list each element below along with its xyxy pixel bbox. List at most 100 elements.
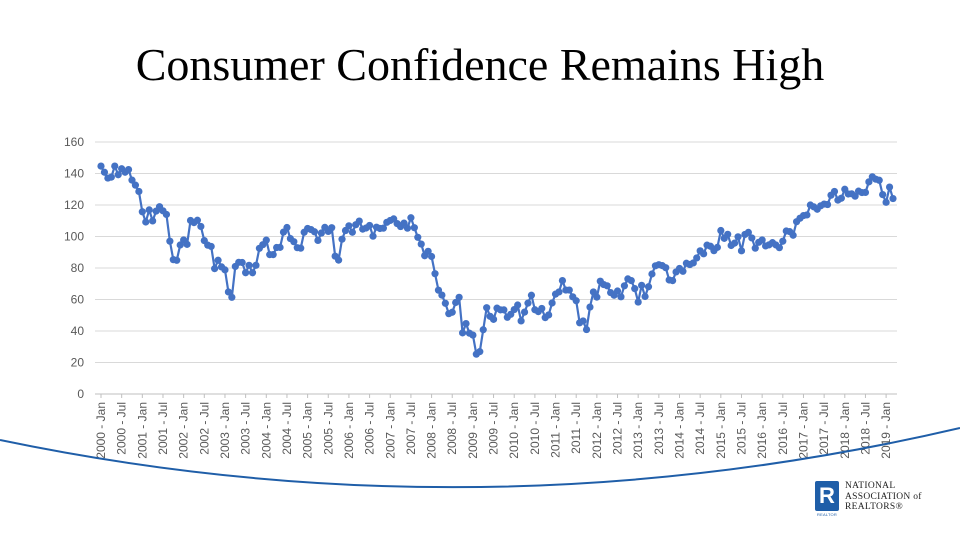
y-tick-labels: 0 20 40 60 80 100 120 140 160 [64,135,84,401]
x-tick-label: 2000 - Jul [115,402,129,455]
data-point [441,299,449,307]
data-point [882,198,890,206]
x-tick-label: 2008 - Jul [445,402,459,455]
data-point [731,239,739,247]
data-point [138,208,146,216]
data-point [335,256,343,264]
x-tick-label: 2007 - Jan [383,402,397,459]
data-point [211,265,219,273]
logo-wordmark: NATIONAL ASSOCIATION of REALTORS® [845,481,935,513]
data-point [644,283,653,291]
logo-line-1: NATIONAL [845,481,896,491]
nar-logo: R REALTOR NATIONAL ASSOCIATION of REALTO… [815,481,935,521]
data-point [410,224,418,232]
data-point [634,298,642,306]
x-tick-label: 2009 - Jan [466,402,480,459]
data-point [414,233,422,241]
data-point [166,237,174,245]
data-point [758,236,766,244]
x-tick-label: 2010 - Jan [507,402,521,459]
data-point [107,173,115,181]
y-tick-label: 140 [64,167,84,181]
data-point [245,261,253,269]
data-point [779,237,787,245]
data-point [427,252,436,261]
data-point [589,288,598,296]
data-point [889,194,897,203]
data-point [751,244,759,252]
data-point [424,247,432,255]
data-point [124,165,133,174]
data-point [483,304,491,312]
x-tick-label: 2019 - Jan [879,402,893,459]
data-point [142,218,150,226]
data-point [717,226,725,235]
data-point [669,277,677,285]
data-point [283,223,291,232]
data-point [865,178,873,186]
data-point [173,256,181,264]
x-tick-label: 2004 - Jul [280,402,294,455]
data-point [238,258,246,267]
data-point [627,277,635,285]
data-point [603,282,611,290]
x-tick-labels: 2000 - Jan 2000 - Jul 2001 - Jan 2001 - Jul… [94,402,893,459]
data-point [775,244,783,252]
data-point [431,270,439,278]
data-point [524,299,532,307]
data-point [417,240,425,248]
data-point [514,301,522,309]
data-point [400,219,408,227]
x-tick-label: 2001 - Jul [156,402,170,455]
x-tick-label: 2016 - Jan [755,402,769,459]
data-point [558,277,567,285]
data-point [221,266,229,274]
data-point [111,162,119,170]
x-tick-label: 2013 - Jul [652,402,666,455]
data-point [242,269,250,277]
data-point [214,256,222,264]
data-point [837,194,845,202]
data-point [269,251,277,259]
data-point [469,331,477,339]
data-point [631,285,639,293]
data-point [500,306,508,314]
data-point [345,222,353,230]
x-tick-label: 2003 - Jul [239,402,253,455]
data-point [679,267,687,275]
y-tick-label: 40 [71,324,85,338]
data-point [458,329,467,337]
data-point [365,221,374,230]
x-tick-label: 2006 - Jul [363,402,377,455]
data-point [641,292,649,301]
data-point [145,206,153,214]
data-point [527,291,536,299]
x-tick-label: 2013 - Jan [631,402,645,459]
data-point [648,270,656,278]
data-point [328,224,336,232]
data-point [462,320,470,328]
x-tick-label: 2014 - Jan [673,402,687,459]
y-tick-label: 120 [64,198,84,212]
data-point [538,304,546,313]
x-tick-label: 2004 - Jan [259,402,273,459]
data-point [830,187,839,196]
data-point [403,224,412,232]
data-point [748,234,756,242]
data-point [149,217,157,225]
data-point [489,315,498,323]
data-point [310,228,319,236]
data-point [593,293,601,301]
decorative-arc [0,427,960,489]
data-point [737,247,746,255]
data-point [713,243,721,251]
y-tick-label: 100 [64,230,84,244]
data-point [734,233,742,241]
data-point [348,228,356,236]
data-point [700,250,708,258]
data-point [114,171,122,179]
data-point [207,242,215,251]
realtor-r-logo-icon: R [815,481,839,511]
gridlines [95,141,897,363]
